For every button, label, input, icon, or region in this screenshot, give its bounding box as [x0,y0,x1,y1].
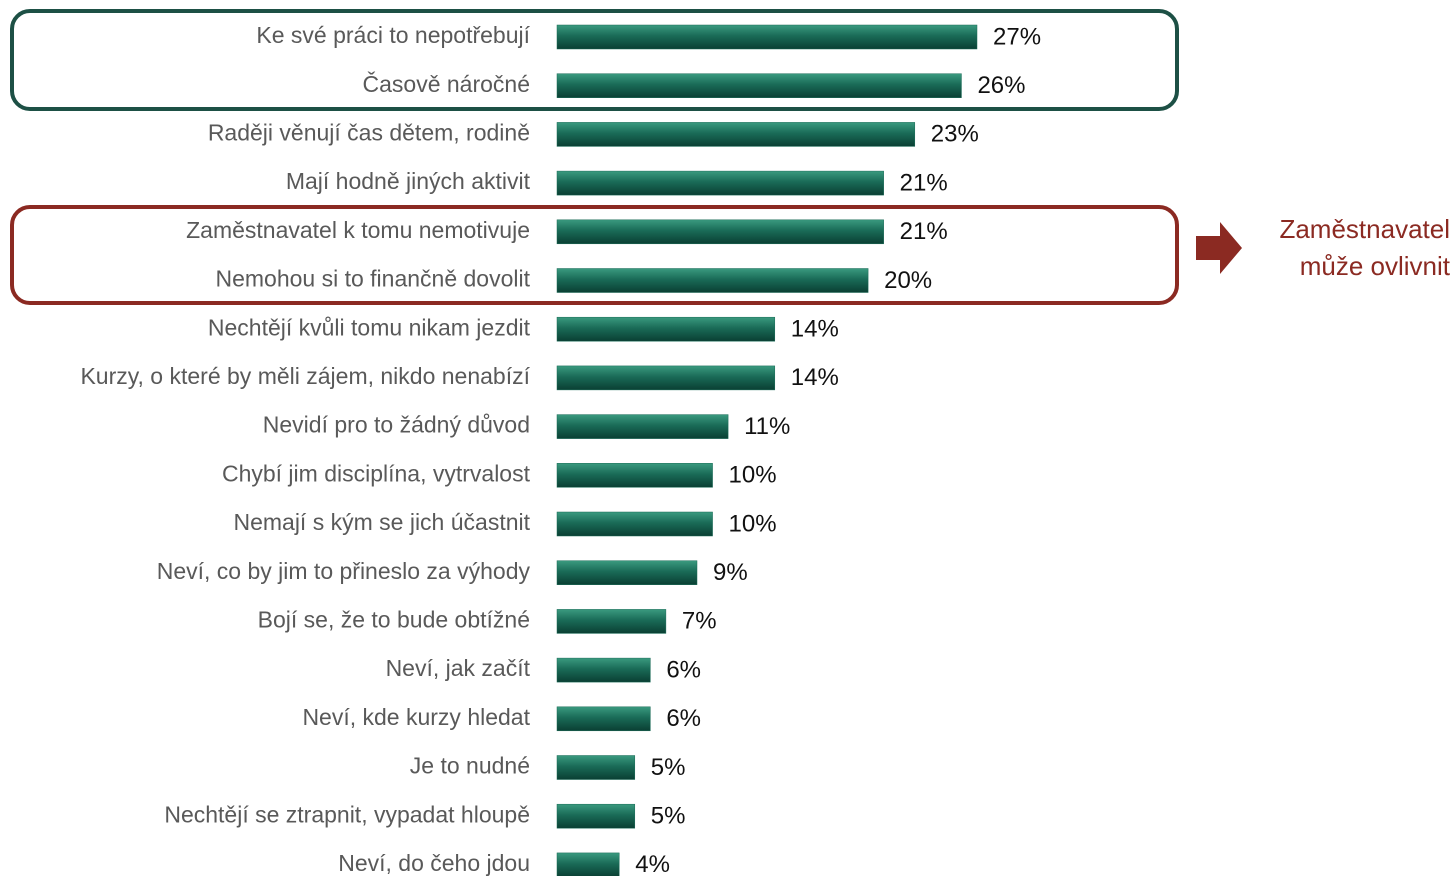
bar [556,219,884,245]
category-label: Raději věnují čas dětem, rodině [208,119,530,145]
category-label: Časově náročné [363,70,531,97]
highlight-box [10,9,1179,111]
value-label: 5% [651,803,686,830]
category-label: Ke své práci to nepotřebují [256,22,530,48]
category-label: Nechtějí se ztrapnit, vypadat hloupě [164,801,530,827]
bar [556,657,651,683]
value-label: 20% [884,267,932,294]
value-label: 6% [666,656,701,683]
category-label: Nevidí pro to žádný důvod [263,412,530,438]
bar [556,463,713,488]
bar [556,511,713,537]
value-label: 9% [713,559,748,586]
value-label: 10% [729,462,777,489]
bar [556,803,636,829]
category-label: Kurzy, o které by měli zájem, nikdo nena… [80,363,530,389]
category-label: Nechtějí kvůli tomu nikam jezdit [208,314,531,340]
bar [556,73,962,98]
bar [556,414,729,439]
bar [556,755,636,780]
category-label: Nemají s kým se jich účastnit [233,509,530,535]
value-label: 14% [791,364,839,391]
value-label: 4% [635,851,670,876]
value-label: 7% [682,608,717,635]
category-label: Nemohou si to finančně dovolit [215,266,530,292]
category-label: Neví, kde kurzy hledat [302,704,530,730]
bar [556,170,884,196]
category-label: Bojí se, že to bude obtížné [258,606,530,632]
value-label: 10% [729,510,777,537]
value-label: 6% [666,705,701,732]
category-label: Neví, co by jim to přineslo za výhody [157,558,531,584]
bar [556,24,978,50]
value-label: 5% [651,754,686,781]
arrow [1196,222,1242,274]
value-label: 21% [900,218,948,245]
category-label: Mají hodně jiných aktivit [286,168,531,194]
category-label: Chybí jim disciplína, vytrvalost [222,460,531,486]
value-label: 23% [931,121,979,148]
category-label: Je to nudné [410,753,530,779]
value-label: 14% [791,316,839,343]
annotation: může ovlivnit [1300,251,1451,281]
highlight-box [10,205,1179,305]
annotation: Zaměstnavatel [1279,214,1450,244]
bar [556,316,776,342]
value-label: 27% [993,23,1041,50]
value-label: 21% [900,169,948,196]
category-label: Zaměstnavatel k tomu nemotivuje [186,217,530,243]
category-label: Neví, jak začít [386,655,531,681]
bar [556,852,620,876]
value-label: 26% [977,72,1025,99]
bar [556,706,651,732]
bar [556,365,776,391]
category-label: Neví, do čeho jdou [338,850,530,876]
bar [556,609,667,634]
value-label: 11% [744,413,790,440]
bar [556,268,869,293]
bar [556,122,916,147]
bar [556,560,698,585]
